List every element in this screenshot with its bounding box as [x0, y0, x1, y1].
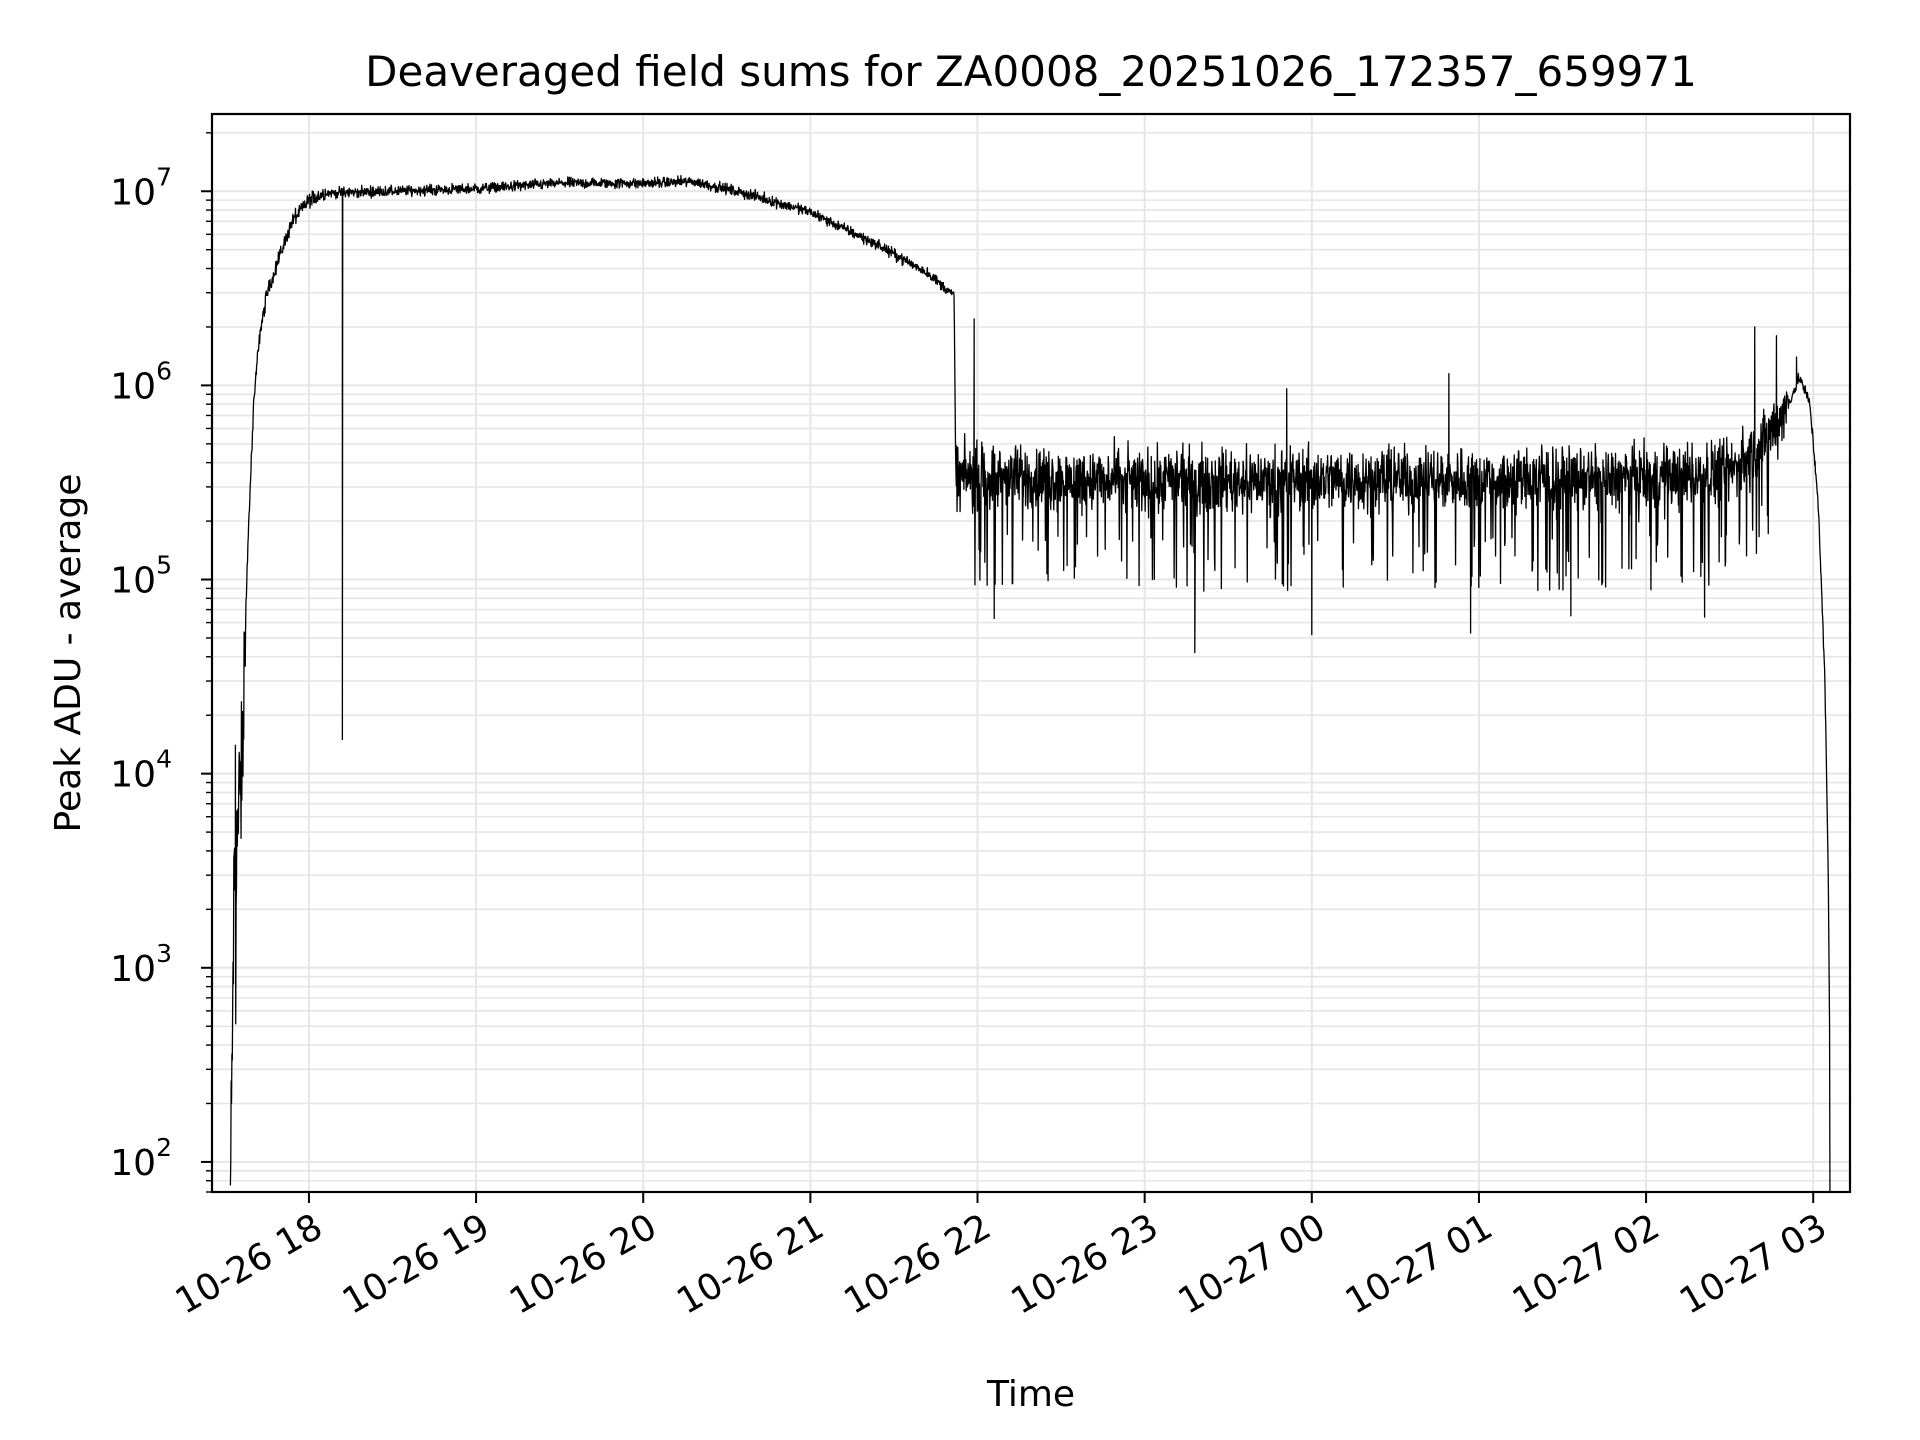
y-tick-label: 10: [110, 949, 156, 990]
x-axis-label: Time: [986, 1374, 1075, 1415]
y-tick-exponent: 7: [156, 162, 172, 191]
y-tick-exponent: 5: [156, 551, 172, 580]
y-tick-exponent: 4: [156, 745, 172, 774]
series-layer: [229, 175, 1831, 1193]
y-tick-label: 10: [110, 755, 156, 796]
chart-title: Deaveraged field sums for ZA0008_2025102…: [365, 47, 1697, 96]
y-tick-exponent: 2: [156, 1133, 172, 1162]
y-tick-label: 10: [110, 1143, 156, 1184]
y-tick-label: 10: [110, 561, 156, 602]
series-line: [229, 175, 1831, 1193]
y-tick-label: 10: [110, 366, 156, 407]
plot-frame: [210, 112, 1852, 1194]
y-tick-label: 10: [110, 172, 156, 213]
y-tick-exponent: 6: [156, 356, 172, 385]
y-axis-label: Peak ADU - average: [48, 474, 89, 833]
y-tick-exponent: 3: [156, 939, 172, 968]
